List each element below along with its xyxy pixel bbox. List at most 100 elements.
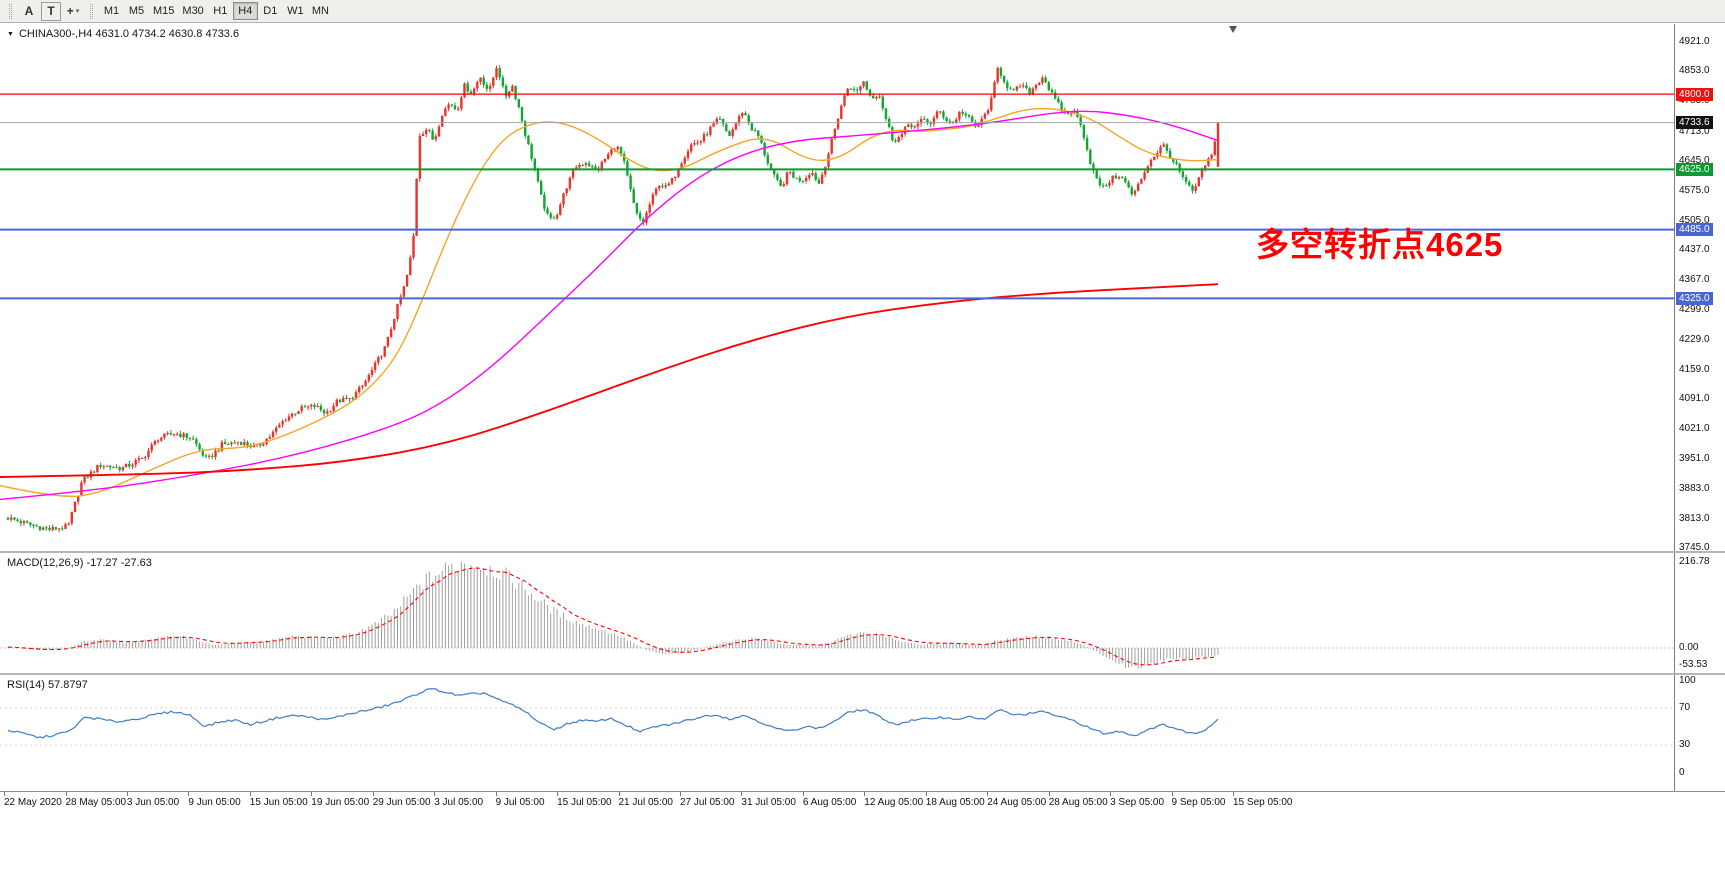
crosshair-tool-button[interactable]: + ▾: [63, 2, 83, 21]
time-tick: [680, 792, 681, 796]
timeframe-button-d1[interactable]: D1: [258, 2, 283, 20]
macd-chart[interactable]: [0, 553, 1674, 673]
time-axis-label: 15 Jun 05:00: [249, 797, 308, 808]
price-axis-label: 4783.0: [1679, 95, 1710, 107]
chart-shift-marker-icon: [1229, 26, 1237, 33]
macd-axis[interactable]: 216.78 0.00 -53.53: [1674, 553, 1724, 673]
price-axis-label: 3745.0: [1679, 542, 1710, 553]
time-axis-label: 15 Jul 05:00: [557, 797, 612, 808]
time-tick: [864, 792, 866, 796]
time-tick: [557, 792, 559, 796]
time-axis[interactable]: 22 May 2020 28 May 05:00 3 Jun 05:00 9 Jun …: [0, 791, 1725, 889]
time-axis-label: 9 Jul 05:00: [495, 797, 545, 808]
price-axis-label: 4299.0: [1679, 303, 1710, 315]
price-badge: 4625.0: [1676, 162, 1713, 176]
toolbar-grip-2[interactable]: [90, 3, 93, 19]
time-axis-label: 28 May 05:00: [65, 797, 127, 808]
time-tick: [434, 792, 436, 796]
toolbar-grip[interactable]: [9, 3, 12, 19]
macd-axis-label: -53.53: [1679, 659, 1708, 670]
price-axis-label: 4921.0: [1679, 36, 1710, 47]
price-axis-label: 3951.0: [1679, 453, 1710, 465]
rsi-chart[interactable]: [0, 675, 1674, 791]
time-axis-label: 31 Jul 05:00: [741, 797, 796, 808]
price-badge: 4325.0: [1676, 291, 1713, 305]
time-axis-label: 18 Aug 05:00: [925, 797, 985, 808]
text-tool-button[interactable]: T: [41, 1, 61, 21]
price-axis[interactable]: 4921.0 4853.0 4783.0 4713.0 4645.0 4575.0 4505…: [1674, 24, 1724, 553]
timeframe-button-m30[interactable]: M30: [178, 2, 207, 20]
price-axis-label: 4713.0: [1679, 125, 1710, 137]
time-tick: [4, 792, 5, 796]
time-tick: [741, 792, 743, 796]
macd-label: MACD(12,26,9) -17.27 -27.63: [7, 557, 152, 569]
timeframe-button-h4[interactable]: H4: [232, 2, 258, 20]
price-axis-label: 4437.0: [1679, 244, 1710, 256]
time-axis-label: 6 Aug 05:00: [802, 797, 857, 808]
time-tick: [372, 792, 374, 796]
time-axis-label: 3 Jul 05:00: [434, 797, 484, 808]
time-axis-label: 9 Sep 05:00: [1171, 797, 1226, 808]
macd-axis-label: 0.00: [1679, 642, 1699, 653]
timeframe-button-w1[interactable]: W1: [283, 2, 308, 20]
price-axis-label: 4367.0: [1679, 274, 1710, 286]
candlestick-chart[interactable]: [0, 24, 1674, 551]
rsi-label: RSI(14) 57.8797: [7, 679, 88, 691]
price-axis-label: 4229.0: [1679, 333, 1710, 345]
price-axis-label: 4853.0: [1679, 65, 1710, 77]
time-axis-label: 24 Aug 05:00: [987, 797, 1047, 808]
time-tick: [618, 792, 620, 796]
time-axis-label: 9 Jun 05:00: [188, 797, 241, 808]
one-click-trading-toggle-icon[interactable]: ▼: [7, 30, 14, 38]
time-tick: [925, 792, 927, 796]
rsi-axis-label: 30: [1679, 739, 1691, 751]
price-axis-label: 4645.0: [1679, 154, 1710, 166]
time-axis-label: 29 Jun 05:00: [372, 797, 431, 808]
panel-splitter-2[interactable]: [0, 673, 1725, 675]
price-axis-label: 4091.0: [1679, 393, 1710, 405]
rsi-axis-label: 0: [1679, 767, 1685, 778]
time-axis-label: 3 Sep 05:00: [1110, 797, 1165, 808]
time-axis-label: 28 Aug 05:00: [1048, 797, 1108, 808]
timeframe-button-m15[interactable]: M15: [149, 2, 178, 20]
price-badge: 4733.6: [1676, 116, 1713, 130]
time-axis-label: 22 May 2020: [4, 797, 62, 808]
price-axis-label: 3813.0: [1679, 512, 1710, 524]
price-axis-label: 4505.0: [1679, 215, 1710, 226]
rsi-panel[interactable]: RSI(14) 57.8797 100 70 30 0: [0, 675, 1725, 791]
price-badge: 4485.0: [1676, 223, 1713, 237]
rsi-axis[interactable]: 100 70 30 0: [1674, 675, 1724, 791]
timeframe-toolbar: M1 M5 M15 M30 H1 H4 D1 W1 MN: [99, 2, 333, 20]
chart-title-text: CHINA300-,H4 4631.0 4734.2 4630.8 4733.6: [18, 28, 240, 40]
time-axis-label: 19 Jun 05:00: [311, 797, 370, 808]
macd-panel[interactable]: MACD(12,26,9) -17.27 -27.63 216.78 0.00 -5…: [0, 553, 1725, 673]
price-axis-label: 3883.0: [1679, 482, 1710, 494]
panel-splitter-1[interactable]: [0, 551, 1725, 553]
timeframe-button-mn[interactable]: MN: [308, 2, 333, 20]
rsi-axis-label: 70: [1679, 701, 1691, 713]
time-tick: [126, 792, 128, 796]
timeframe-button-h1[interactable]: H1: [208, 2, 233, 20]
time-tick: [65, 792, 67, 796]
time-tick: [987, 792, 989, 796]
chart-title: ▼ CHINA300-,H4 4631.0 4734.2 4630.8 4733…: [7, 28, 239, 40]
time-tick: [1110, 792, 1112, 796]
time-tick: [311, 792, 313, 796]
crosshair-icon: +: [66, 4, 74, 18]
time-axis-label: 15 Sep 05:00: [1233, 797, 1293, 808]
rsi-axis-label: 100: [1679, 675, 1696, 686]
price-axis-label: 4159.0: [1679, 363, 1710, 375]
dropdown-caret-icon: ▾: [75, 8, 80, 15]
time-tick: [249, 792, 251, 796]
chart-annotation-text[interactable]: 多空转折点4625: [1256, 226, 1504, 263]
arrow-tool-button[interactable]: A: [19, 2, 39, 21]
timeframe-button-m5[interactable]: M5: [124, 2, 149, 20]
time-tick: [188, 792, 190, 796]
timeframe-button-m1[interactable]: M1: [99, 2, 124, 20]
time-tick: [1233, 792, 1234, 796]
main-chart-panel[interactable]: ▼ CHINA300-,H4 4631.0 4734.2 4630.8 4733…: [0, 24, 1725, 553]
price-axis-label: 4575.0: [1679, 184, 1710, 196]
time-tick: [1171, 792, 1173, 796]
time-tick: [802, 792, 804, 796]
